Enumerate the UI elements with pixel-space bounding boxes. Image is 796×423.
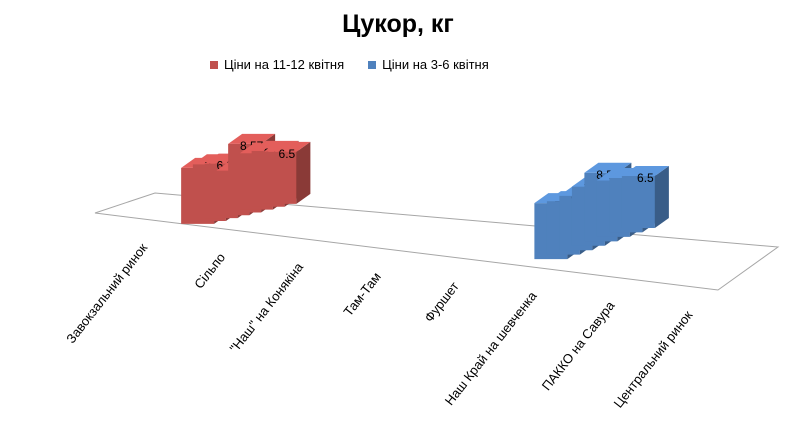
legend-item-series-1: Ціни на 11-12 квітня [210,57,344,72]
category-label-7: Центральний ринок [611,308,696,411]
category-label-4: Фуршет [421,279,462,325]
category-label-6: ПАККО на Савура [539,298,618,394]
chart-legend: Ціни на 11-12 квітня Ціни на 3-6 квітня [210,57,489,72]
category-label-5: Наш Край на шевченка [442,288,540,408]
legend-item-series-2: Ціни на 3-6 квітня [368,57,489,72]
legend-label-series-1: Ціни на 11-12 квітня [224,57,345,72]
category-label-0: Завокзальний ринок [63,240,150,346]
category-label-2: "Наш" на Конякіна [227,259,307,355]
chart-title: Цукор, кг [342,10,454,38]
bar-series-1-7 [263,141,311,204]
data-label-series-1-7: 6.5 [279,147,296,161]
category-label-3: Там-Там [340,269,383,319]
bar-series-2-7 [621,165,669,228]
chart-floor [94,192,780,291]
category-label-1: Сільпо [191,250,228,291]
legend-swatch-series-1 [210,60,218,69]
data-label-series-2-7: 6.5 [637,171,654,185]
legend-swatch-series-2 [368,60,377,69]
legend-label-series-2: Ціни на 3-6 квітня [382,57,489,72]
